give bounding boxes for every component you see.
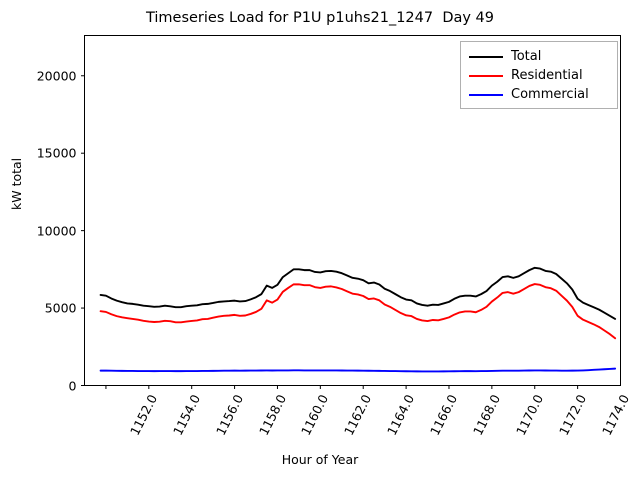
legend-label: Commercial bbox=[511, 87, 589, 102]
y-tick-label: 5000 bbox=[44, 300, 77, 316]
legend-swatch-commercial-icon bbox=[469, 93, 503, 96]
legend-item-residential[interactable]: Residential bbox=[467, 66, 611, 85]
legend-label: Total bbox=[511, 49, 542, 64]
series-line-commercial bbox=[99, 367, 617, 373]
x-axis-label: Hour of Year bbox=[281, 452, 359, 467]
legend-item-total[interactable]: Total bbox=[467, 47, 611, 66]
y-axis-label: kW total bbox=[9, 157, 24, 210]
legend-swatch-total-icon bbox=[469, 55, 503, 58]
series-lines bbox=[99, 266, 617, 373]
legend-item-commercial[interactable]: Commercial bbox=[467, 85, 611, 104]
x-tick-marks bbox=[105, 385, 579, 389]
axes-spines bbox=[84, 35, 621, 386]
series-line-residential bbox=[99, 283, 617, 340]
y-tick-label: 15000 bbox=[36, 145, 77, 161]
y-tick-label: 10000 bbox=[36, 223, 77, 239]
chart-title: Timeseries Load for P1U p1uhs21_1247 Day… bbox=[145, 10, 495, 26]
y-tick-marks bbox=[81, 75, 85, 386]
legend-label: Residential bbox=[511, 68, 583, 83]
legend-swatch-residential-icon bbox=[469, 74, 503, 77]
y-tick-label: 0 bbox=[68, 378, 77, 393]
legend: Total Residential Commercial bbox=[460, 41, 618, 109]
series-line-total bbox=[99, 266, 617, 320]
y-tick-label: 20000 bbox=[36, 68, 77, 84]
